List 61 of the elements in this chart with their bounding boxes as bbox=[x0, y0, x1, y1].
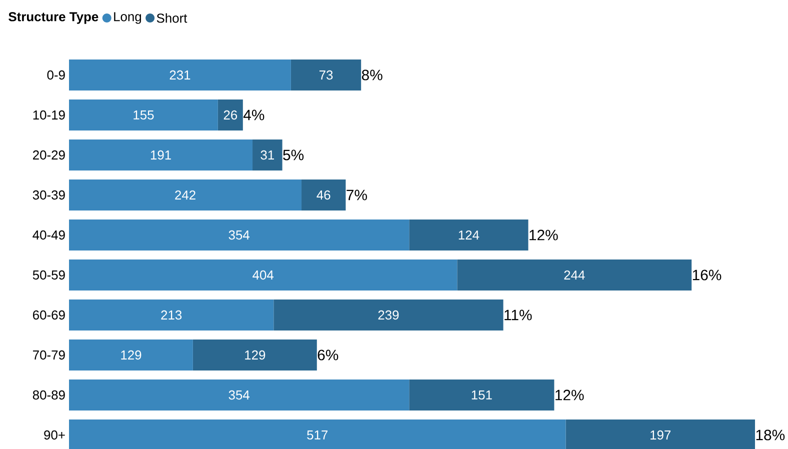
bar bbox=[218, 100, 243, 131]
bar bbox=[69, 300, 274, 331]
data-label: 239 bbox=[378, 310, 399, 320]
data-label: 124 bbox=[458, 230, 480, 240]
annotation: 18% bbox=[756, 430, 785, 440]
y-tick-label: 80-89 bbox=[32, 390, 65, 400]
bar bbox=[252, 140, 282, 171]
data-label: 404 bbox=[252, 270, 274, 280]
y-tick-label: 10-19 bbox=[33, 110, 65, 120]
bar bbox=[69, 260, 458, 291]
legend-label: Short bbox=[156, 13, 188, 23]
data-label: 191 bbox=[150, 150, 171, 160]
data-label: 129 bbox=[245, 350, 266, 360]
y-tick-label: 30-39 bbox=[32, 190, 65, 200]
bar bbox=[409, 220, 528, 251]
bar bbox=[457, 260, 692, 291]
y-tick-label: 90+ bbox=[44, 430, 65, 440]
bar bbox=[69, 100, 218, 131]
annotation: 6% bbox=[318, 350, 338, 360]
data-label: 31 bbox=[260, 150, 274, 160]
bar bbox=[302, 180, 346, 211]
annotation: 7% bbox=[346, 190, 367, 200]
annotation: 12% bbox=[530, 230, 558, 240]
y-tick-label: 60-69 bbox=[33, 310, 65, 320]
annotation: 12% bbox=[556, 390, 584, 400]
data-label: 26 bbox=[224, 110, 238, 120]
y-tick-label: 20-29 bbox=[33, 150, 65, 160]
bar bbox=[69, 60, 291, 90]
legend-label: Long bbox=[114, 12, 142, 24]
bar bbox=[409, 380, 554, 411]
annotation: 11% bbox=[504, 310, 532, 320]
data-label: 354 bbox=[228, 230, 250, 240]
bar bbox=[69, 380, 410, 411]
data-label: 46 bbox=[316, 190, 330, 200]
data-label: 73 bbox=[319, 70, 333, 80]
data-label: 242 bbox=[175, 190, 196, 200]
data-label: 517 bbox=[307, 430, 328, 440]
data-label: 155 bbox=[134, 110, 154, 120]
data-label: 197 bbox=[650, 430, 671, 440]
bar bbox=[274, 300, 504, 331]
data-label: 213 bbox=[161, 310, 182, 320]
annotation: 5% bbox=[283, 150, 304, 160]
data-label: 244 bbox=[564, 270, 585, 280]
data-label: 151 bbox=[472, 390, 492, 400]
data-label: 231 bbox=[170, 70, 190, 80]
bar bbox=[290, 60, 362, 90]
y-tick-label: 70-79 bbox=[33, 350, 65, 360]
bar bbox=[69, 180, 302, 211]
legend-title: Structure Type bbox=[8, 12, 98, 24]
y-tick-label: 0-9 bbox=[47, 70, 65, 80]
bar bbox=[69, 340, 193, 371]
bar bbox=[69, 220, 410, 251]
annotation: 8% bbox=[362, 70, 382, 80]
y-tick-label: 50-59 bbox=[32, 270, 65, 280]
data-label: 129 bbox=[121, 350, 142, 360]
data-label: 354 bbox=[228, 390, 250, 400]
bar bbox=[69, 140, 253, 171]
annotation: 4% bbox=[243, 110, 264, 120]
annotation: 16% bbox=[692, 270, 722, 280]
bar bbox=[192, 340, 317, 371]
y-tick-label: 40-49 bbox=[32, 230, 65, 240]
